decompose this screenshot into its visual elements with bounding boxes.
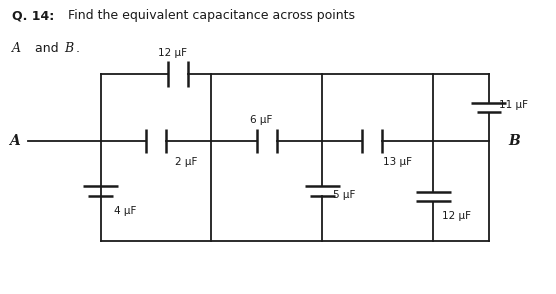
Text: B: B bbox=[64, 42, 73, 55]
Text: Q. 14:: Q. 14: bbox=[12, 9, 54, 22]
Text: 12 μF: 12 μF bbox=[158, 48, 187, 58]
Text: 13 μF: 13 μF bbox=[384, 157, 413, 167]
Text: and: and bbox=[31, 42, 63, 55]
Text: A: A bbox=[9, 134, 20, 148]
Text: 5 μF: 5 μF bbox=[334, 190, 356, 200]
Text: .: . bbox=[76, 42, 80, 55]
Text: Find the equivalent capacitance across points: Find the equivalent capacitance across p… bbox=[64, 9, 355, 22]
Text: 11 μF: 11 μF bbox=[499, 100, 528, 110]
Text: B: B bbox=[508, 134, 520, 148]
Text: 2 μF: 2 μF bbox=[175, 157, 198, 167]
Text: 6 μF: 6 μF bbox=[250, 115, 272, 125]
Text: A: A bbox=[12, 42, 21, 55]
Text: 12 μF: 12 μF bbox=[441, 211, 470, 221]
Text: 4 μF: 4 μF bbox=[115, 206, 137, 216]
